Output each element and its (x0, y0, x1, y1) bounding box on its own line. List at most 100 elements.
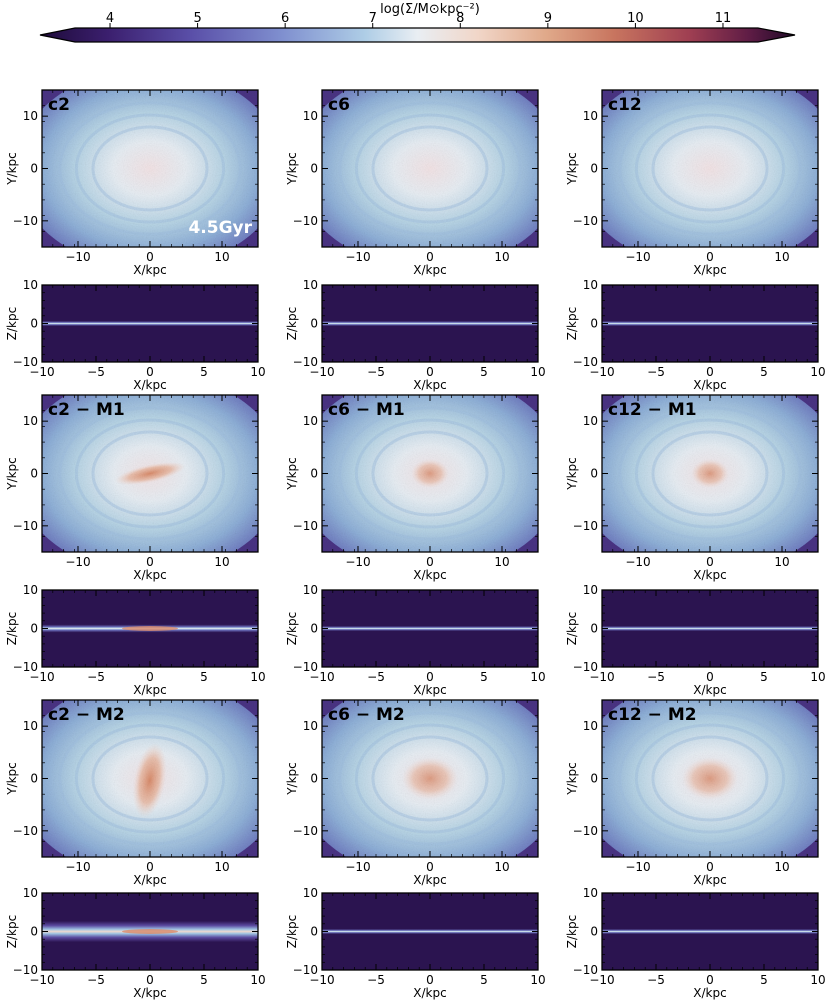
x-axis-label: X/kpc (133, 568, 166, 582)
edge-on-map (602, 893, 818, 970)
x-tick-label: 0 (146, 670, 154, 684)
x-tick-label: 10 (774, 860, 789, 874)
x-tick-label: 10 (530, 670, 545, 684)
colorbar-label: log(Σ/M⊙kpc⁻²) (380, 2, 480, 17)
colorbar-tick-label: 4 (106, 11, 114, 26)
x-axis-label: X/kpc (693, 263, 726, 277)
x-tick-label: −10 (309, 670, 334, 684)
y-tick-label: 10 (23, 583, 38, 597)
y-axis-label: Z/kpc (5, 612, 19, 645)
panel-label: c12 − M1 (608, 400, 697, 420)
edge-on-map (322, 285, 538, 362)
bulge-structure (402, 757, 458, 800)
colorbar-tick-label: 5 (193, 11, 201, 26)
x-tick-label: −5 (87, 670, 105, 684)
edge-disk (602, 923, 818, 940)
x-tick-label: 5 (760, 973, 768, 987)
x-axis-label: X/kpc (133, 263, 166, 277)
x-tick-label: −5 (367, 670, 385, 684)
y-axis-label: Z/kpc (565, 612, 579, 645)
spiral-ring (58, 101, 242, 236)
panel-label: c6 − M2 (328, 705, 405, 725)
x-tick-label: 5 (480, 670, 488, 684)
y-axis-label: Y/kpc (5, 457, 19, 491)
spiral-ring (651, 735, 769, 822)
spiral-ring (651, 430, 769, 517)
x-axis-label: X/kpc (413, 378, 446, 392)
bar-structure (132, 742, 167, 818)
spiral-ring (371, 430, 489, 517)
colorbar-tick-label: 8 (456, 11, 464, 26)
time-label: 4.5Gyr (188, 218, 252, 238)
x-tick-label: 0 (146, 250, 154, 264)
x-tick-label: 0 (426, 973, 434, 987)
x-axis-label: X/kpc (133, 378, 166, 392)
x-axis-label: X/kpc (693, 568, 726, 582)
x-tick-label: 5 (200, 670, 208, 684)
bulge-structure (682, 757, 738, 800)
y-tick-label: −10 (573, 660, 598, 674)
y-tick-label: 10 (583, 886, 598, 900)
x-tick-label: −5 (647, 670, 665, 684)
y-tick-label: −10 (573, 824, 598, 838)
edge-on-map (42, 285, 258, 362)
x-tick-label: 10 (494, 860, 509, 874)
y-tick-label: 0 (310, 622, 318, 636)
y-tick-label: 0 (30, 772, 38, 786)
x-axis-label: X/kpc (413, 263, 446, 277)
y-axis-label: Y/kpc (285, 457, 299, 491)
y-tick-label: 10 (23, 886, 38, 900)
panel-c6m1: −10 0 10 10 0 −10 X/kpc Y/kpc c6 − M1 −10 −5 0 5 10 10… (285, 394, 546, 697)
x-tick-label: 5 (200, 365, 208, 379)
colorbar-tick-label: 11 (715, 11, 732, 26)
panel-c2: −10 0 10 10 0 −10 X/kpc Y/kpc c2 4.5Gyr −10 −5 0 5 10 1… (5, 89, 266, 392)
y-tick-label: 10 (303, 414, 318, 428)
x-tick-label: 0 (146, 973, 154, 987)
face-on-map (602, 700, 818, 857)
panel-c6m2: −10 0 10 10 0 −10 X/kpc Y/kpc c6 − M2 −10 −5 0 5 10 10… (285, 699, 546, 1000)
x-tick-label: 0 (706, 365, 714, 379)
y-tick-label: 0 (310, 467, 318, 481)
panel-c12m2: −10 0 10 10 0 −10 X/kpc Y/kpc c12 − M2 −10 −5 0 5 10 1… (565, 699, 826, 1000)
y-tick-label: 0 (590, 317, 598, 331)
x-tick-label: −10 (625, 860, 650, 874)
x-tick-label: −5 (87, 973, 105, 987)
spiral-ring (618, 406, 802, 541)
face-on-map (322, 90, 538, 247)
spiral-ring (634, 418, 786, 529)
y-tick-label: 0 (590, 772, 598, 786)
spiral-ring (338, 711, 522, 846)
y-tick-label: −10 (293, 660, 318, 674)
spiral-ring (651, 125, 769, 212)
panel-c2m2: −10 0 10 10 0 −10 X/kpc Y/kpc c2 − M2 −10 −5 0 5 10 10… (5, 699, 266, 1000)
colorbar-gradient (39, 27, 796, 43)
y-tick-label: 10 (303, 886, 318, 900)
y-tick-label: −10 (293, 355, 318, 369)
x-tick-label: 10 (810, 973, 825, 987)
colorbar-tick-label: 9 (544, 11, 552, 26)
y-tick-label: −10 (13, 355, 38, 369)
x-tick-label: −5 (367, 973, 385, 987)
edge-on-map (602, 590, 818, 667)
spiral-ring (338, 101, 522, 236)
y-tick-label: 10 (583, 719, 598, 733)
spiral-ring (58, 711, 242, 846)
y-axis-label: Z/kpc (565, 915, 579, 948)
x-tick-label: −10 (29, 365, 54, 379)
y-tick-label: 0 (310, 772, 318, 786)
y-tick-label: 0 (590, 925, 598, 939)
edge-disk (602, 620, 818, 637)
y-axis-label: Y/kpc (5, 152, 19, 186)
y-tick-label: −10 (13, 519, 38, 533)
disk-density (602, 90, 818, 247)
x-tick-label: 10 (214, 860, 229, 874)
x-tick-label: 0 (706, 670, 714, 684)
edge-on-map (322, 893, 538, 970)
face-on-map (42, 700, 258, 857)
spiral-ring (338, 406, 522, 541)
x-tick-label: 10 (214, 250, 229, 264)
x-tick-label: 5 (200, 973, 208, 987)
panel-c12: −10 0 10 10 0 −10 X/kpc Y/kpc c12 −10 −5 0 5 10 10 0 −10… (565, 89, 826, 392)
x-tick-label: 0 (706, 860, 714, 874)
